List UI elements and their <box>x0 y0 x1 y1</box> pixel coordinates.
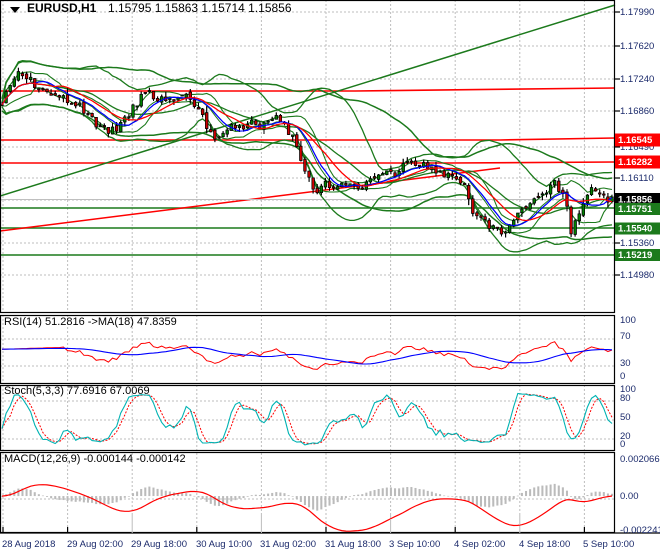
svg-text:1.16545: 1.16545 <box>618 135 653 146</box>
svg-text:1.16860: 1.16860 <box>620 106 654 117</box>
svg-text:0.002066: 0.002066 <box>620 454 660 465</box>
svg-text:30: 30 <box>620 358 631 369</box>
svg-text:100: 100 <box>620 315 636 326</box>
svg-text:50: 50 <box>620 412 631 423</box>
svg-text:80: 80 <box>620 393 631 404</box>
svg-text:EURUSD,H1: EURUSD,H1 <box>27 1 97 15</box>
svg-text:31 Aug 02:00: 31 Aug 02:00 <box>260 539 316 550</box>
svg-text:3 Sep 10:00: 3 Sep 10:00 <box>389 539 440 550</box>
svg-text:1.16282: 1.16282 <box>618 157 652 168</box>
svg-text:RSI(14) 51.2816 ->MA(18) 47.8: RSI(14) 51.2816 ->MA(18) 47.8359 <box>4 316 177 328</box>
svg-text:0: 0 <box>620 439 625 450</box>
svg-text:28 Aug 2018: 28 Aug 2018 <box>2 539 55 550</box>
svg-text:1.15751: 1.15751 <box>618 204 653 215</box>
svg-text:1.15540: 1.15540 <box>618 224 652 235</box>
svg-text:30 Aug 10:00: 30 Aug 10:00 <box>196 539 252 550</box>
svg-text:70: 70 <box>620 331 631 342</box>
svg-text:29 Aug 18:00: 29 Aug 18:00 <box>131 539 187 550</box>
svg-text:1.17620: 1.17620 <box>620 41 654 52</box>
svg-text:0: 0 <box>620 371 625 382</box>
svg-text:0.00: 0.00 <box>620 491 639 502</box>
svg-text:1.16110: 1.16110 <box>620 173 654 184</box>
svg-text:1.15360: 1.15360 <box>620 238 654 249</box>
svg-text:1.17990: 1.17990 <box>620 7 654 18</box>
svg-text:1.15795 1.15863 1.15714 1.1585: 1.15795 1.15863 1.15714 1.15856 <box>108 1 292 15</box>
svg-text:1.15219: 1.15219 <box>618 250 652 261</box>
svg-text:4 Sep 02:00: 4 Sep 02:00 <box>454 539 505 550</box>
svg-text:31 Aug 18:00: 31 Aug 18:00 <box>325 539 381 550</box>
svg-text:4 Sep 18:00: 4 Sep 18:00 <box>519 539 570 550</box>
svg-text:-0.002241: -0.002241 <box>620 525 660 536</box>
svg-text:5 Sep 10:00: 5 Sep 10:00 <box>583 539 634 550</box>
svg-text:Stoch(5,3,3) 77.6916 67.0069: Stoch(5,3,3) 77.6916 67.0069 <box>4 385 150 397</box>
svg-text:1.14980: 1.14980 <box>620 270 654 281</box>
svg-text:29 Aug 02:00: 29 Aug 02:00 <box>67 539 123 550</box>
svg-text:1.17240: 1.17240 <box>620 74 654 85</box>
svg-text:MACD(12,26,9) -0.000144 -0.000: MACD(12,26,9) -0.000144 -0.000142 <box>4 453 186 465</box>
